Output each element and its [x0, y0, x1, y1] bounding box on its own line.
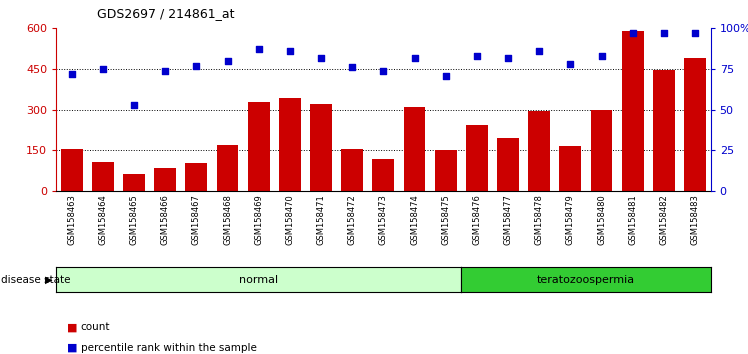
Point: [502, 55, 514, 61]
Bar: [154, 168, 176, 191]
Text: normal: normal: [239, 275, 278, 285]
Point: [159, 68, 171, 74]
Text: GDS2697 / 214861_at: GDS2697 / 214861_at: [97, 7, 235, 20]
Bar: [404, 107, 426, 191]
Text: count: count: [81, 322, 110, 332]
Point: [533, 48, 545, 54]
Point: [440, 73, 452, 78]
Point: [595, 53, 607, 59]
Text: ■: ■: [67, 343, 78, 353]
Text: ■: ■: [67, 322, 78, 332]
Bar: [466, 125, 488, 191]
Point: [96, 66, 109, 72]
Bar: [497, 138, 519, 191]
Point: [627, 30, 639, 36]
Point: [253, 47, 265, 52]
Point: [284, 48, 296, 54]
Bar: [186, 162, 207, 191]
Text: teratozoospermia: teratozoospermia: [537, 275, 635, 285]
Point: [190, 63, 202, 69]
Bar: [528, 111, 550, 191]
Bar: [248, 102, 269, 191]
Point: [315, 55, 327, 61]
Bar: [92, 162, 114, 191]
Bar: [373, 159, 394, 191]
Point: [689, 30, 701, 36]
Text: ▶: ▶: [45, 275, 52, 285]
Bar: [622, 31, 643, 191]
Point: [346, 64, 358, 70]
Point: [66, 71, 78, 77]
Bar: [61, 149, 82, 191]
Bar: [279, 97, 301, 191]
Bar: [591, 110, 613, 191]
Point: [221, 58, 233, 64]
Bar: [123, 173, 145, 191]
Bar: [653, 70, 675, 191]
Point: [471, 53, 483, 59]
Bar: [684, 58, 706, 191]
Point: [128, 102, 140, 108]
Point: [657, 30, 669, 36]
Point: [377, 68, 389, 74]
Text: disease state: disease state: [1, 275, 71, 285]
Bar: [217, 145, 239, 191]
Bar: [435, 150, 456, 191]
Bar: [560, 147, 581, 191]
Text: percentile rank within the sample: percentile rank within the sample: [81, 343, 257, 353]
Bar: [341, 149, 363, 191]
Point: [408, 55, 420, 61]
Bar: [310, 104, 332, 191]
Point: [564, 61, 576, 67]
